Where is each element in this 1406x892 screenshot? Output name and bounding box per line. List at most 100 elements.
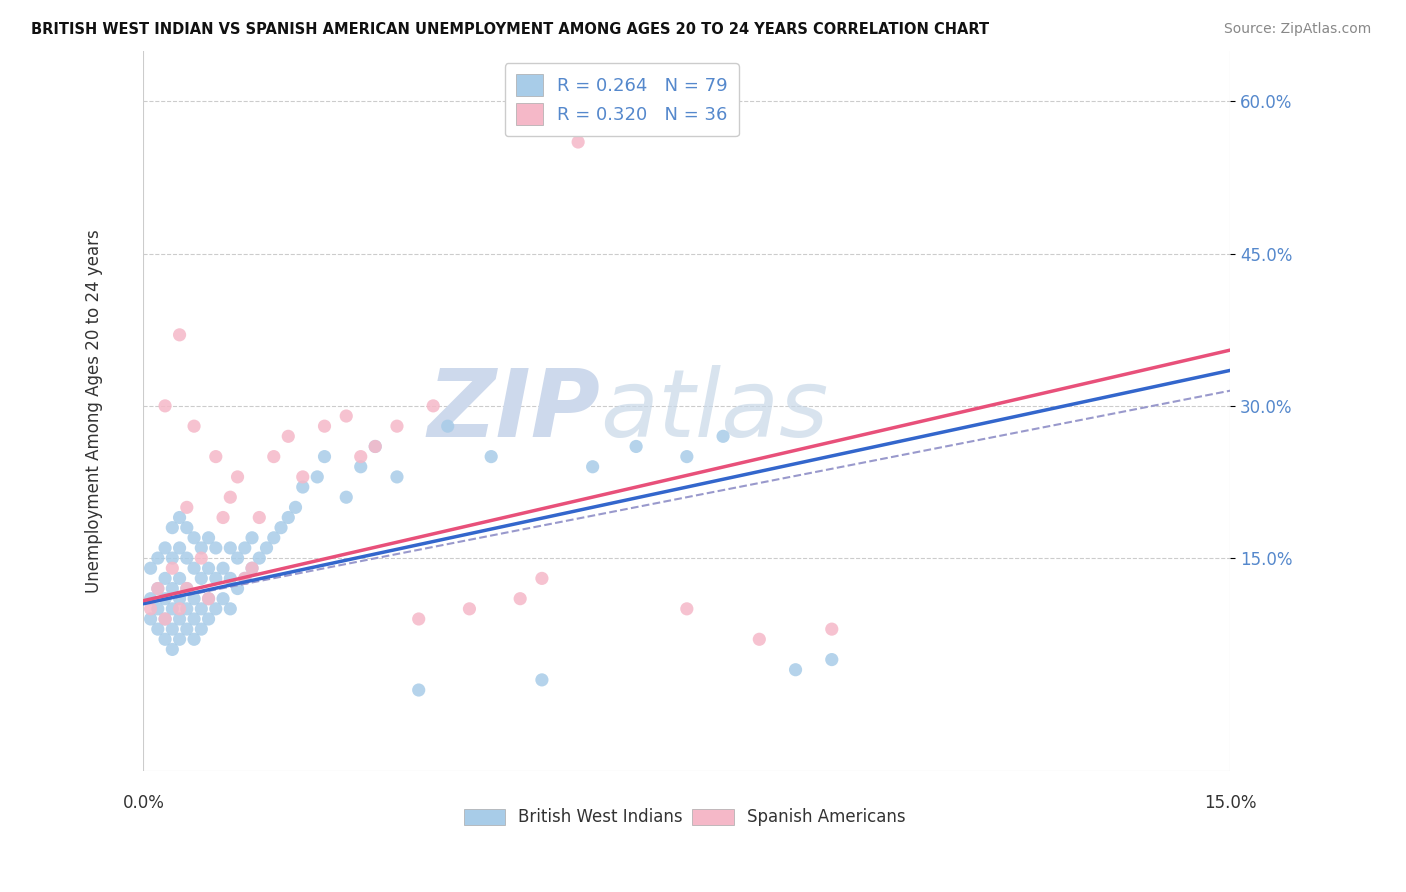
Point	[263, 450, 285, 464]
Point	[176, 622, 198, 636]
Point	[139, 561, 162, 575]
Point	[291, 480, 314, 494]
Point	[162, 642, 184, 657]
Point	[479, 450, 502, 464]
Point	[176, 500, 198, 515]
Point	[204, 602, 226, 616]
Point	[307, 470, 329, 484]
FancyBboxPatch shape	[692, 809, 734, 825]
Point	[176, 582, 198, 596]
Point	[247, 510, 270, 524]
Point	[162, 622, 184, 636]
Point	[153, 399, 176, 413]
Point	[219, 602, 242, 616]
Point	[385, 419, 408, 434]
Point	[785, 663, 807, 677]
Point	[183, 591, 205, 606]
Text: BRITISH WEST INDIAN VS SPANISH AMERICAN UNEMPLOYMENT AMONG AGES 20 TO 24 YEARS C: BRITISH WEST INDIAN VS SPANISH AMERICAN …	[31, 22, 988, 37]
Point	[190, 622, 212, 636]
Point	[226, 582, 249, 596]
Point	[183, 612, 205, 626]
Text: 0.0%: 0.0%	[122, 794, 165, 812]
Point	[146, 622, 169, 636]
Point	[204, 450, 226, 464]
Point	[240, 531, 263, 545]
Point	[204, 571, 226, 585]
Point	[197, 591, 219, 606]
Point	[711, 429, 734, 443]
Point	[153, 591, 176, 606]
Point	[314, 419, 336, 434]
Point	[183, 419, 205, 434]
FancyBboxPatch shape	[464, 809, 505, 825]
Point	[146, 582, 169, 596]
Point	[364, 440, 387, 454]
Point	[162, 561, 184, 575]
Point	[240, 561, 263, 575]
Legend: R = 0.264   N = 79, R = 0.320   N = 36: R = 0.264 N = 79, R = 0.320 N = 36	[505, 63, 738, 136]
Point	[169, 541, 191, 555]
Point	[233, 571, 256, 585]
Text: ZIP: ZIP	[427, 365, 600, 457]
Point	[509, 591, 531, 606]
Point	[190, 551, 212, 566]
Point	[821, 622, 844, 636]
Point	[176, 521, 198, 535]
Point	[190, 571, 212, 585]
Point	[169, 510, 191, 524]
Point	[169, 327, 191, 342]
Point	[212, 510, 235, 524]
Point	[364, 440, 387, 454]
Point	[212, 561, 235, 575]
Point	[277, 510, 299, 524]
Point	[212, 591, 235, 606]
Point	[190, 541, 212, 555]
Point	[226, 551, 249, 566]
Point	[146, 602, 169, 616]
Point	[162, 551, 184, 566]
Point	[169, 632, 191, 647]
Point	[567, 135, 589, 149]
Point	[530, 571, 553, 585]
Point	[624, 440, 647, 454]
Point	[162, 602, 184, 616]
Point	[197, 561, 219, 575]
Text: 15.0%: 15.0%	[1204, 794, 1257, 812]
Point	[676, 450, 699, 464]
Text: Spanish Americans: Spanish Americans	[747, 807, 905, 826]
Point	[247, 551, 270, 566]
Point	[183, 531, 205, 545]
Point	[676, 602, 699, 616]
Point	[350, 450, 373, 464]
Point	[226, 470, 249, 484]
Point	[233, 541, 256, 555]
Point	[821, 652, 844, 666]
Point	[153, 632, 176, 647]
Point	[314, 450, 336, 464]
Point	[219, 571, 242, 585]
Point	[408, 683, 430, 698]
Point	[153, 541, 176, 555]
Point	[219, 490, 242, 504]
Point	[153, 571, 176, 585]
Point	[153, 612, 176, 626]
Point	[146, 582, 169, 596]
Point	[176, 602, 198, 616]
Point	[183, 632, 205, 647]
Point	[385, 470, 408, 484]
Point	[176, 551, 198, 566]
Point	[197, 612, 219, 626]
Point	[277, 429, 299, 443]
Point	[422, 399, 444, 413]
Point	[530, 673, 553, 687]
Point	[176, 582, 198, 596]
Point	[197, 531, 219, 545]
Point	[139, 591, 162, 606]
Text: Source: ZipAtlas.com: Source: ZipAtlas.com	[1223, 22, 1371, 37]
Point	[190, 602, 212, 616]
Text: British West Indians: British West Indians	[519, 807, 683, 826]
Point	[436, 419, 458, 434]
Point	[233, 571, 256, 585]
Point	[240, 561, 263, 575]
Point	[169, 571, 191, 585]
